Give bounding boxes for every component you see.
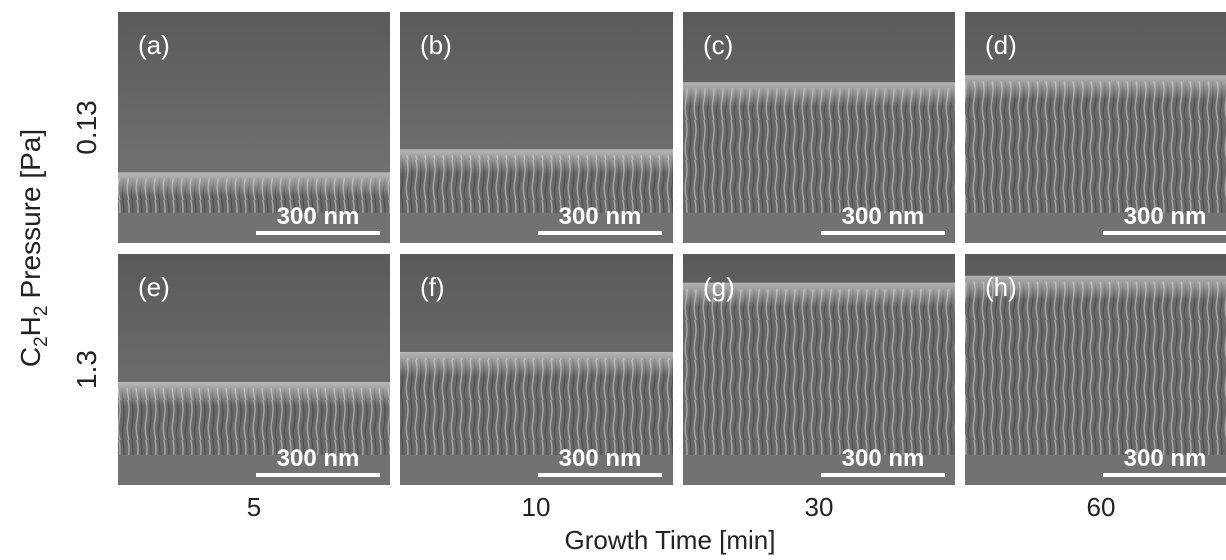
formula-h: H: [15, 316, 46, 336]
scale-bar-label: 300 nm: [842, 445, 925, 472]
scale-bar: [538, 231, 662, 235]
film-top: [118, 172, 390, 197]
scale-bar-label: 300 nm: [1124, 203, 1207, 230]
sem-panel: (b) 300 nm: [400, 12, 673, 243]
scale-bar: [538, 473, 662, 477]
sem-panel: (c) 300 nm: [683, 12, 955, 243]
substrate: [683, 212, 955, 243]
formula-sub: 2: [31, 306, 52, 317]
film: [965, 281, 1226, 455]
substrate: [683, 454, 955, 485]
scale-bar-label: 300 nm: [559, 203, 642, 230]
film: [683, 88, 955, 213]
film-top: [683, 282, 955, 307]
panel-label: (f): [420, 272, 445, 302]
scale-bar: [821, 473, 945, 477]
sem-panel: (e) 300 nm: [118, 254, 390, 485]
panel-label: (c): [703, 30, 733, 60]
scale-bar-label: 300 nm: [277, 203, 360, 230]
sem-panel: (g) 300 nm: [683, 254, 955, 485]
panel-grid: (a) 300 nm (b) 300 nm (c) 300 nm (d) 300 nm (e) 3…: [118, 12, 1226, 485]
formula-c: C: [15, 347, 46, 367]
film-top: [965, 275, 1226, 300]
substrate: [400, 454, 673, 485]
scale-bar: [1103, 231, 1226, 235]
sem-panel: (f) 300 nm: [400, 254, 673, 485]
sem-panel: (h) 300 nm: [965, 254, 1226, 485]
y-axis-label: C2H2Pressure [Pa]: [15, 129, 52, 367]
scale-bar: [821, 231, 945, 235]
substrate: [965, 454, 1226, 485]
scale-bar: [256, 231, 380, 235]
substrate: [965, 212, 1226, 243]
panel-label: (h): [985, 272, 1017, 302]
scale-bar-label: 300 nm: [842, 203, 925, 230]
column-label: 5: [247, 492, 261, 522]
panel-label: (b): [420, 30, 452, 60]
film-top: [400, 149, 673, 174]
x-axis-label: Growth Time [min]: [565, 525, 776, 555]
substrate: [118, 454, 390, 485]
film-top: [400, 351, 673, 376]
substrate: [118, 212, 390, 243]
film: [965, 81, 1226, 213]
column-label: 60: [1087, 492, 1116, 522]
substrate: [400, 212, 673, 243]
film-top: [965, 75, 1226, 100]
column-label: 10: [522, 492, 551, 522]
film: [683, 288, 955, 455]
scale-bar: [256, 473, 380, 477]
row-label: 1.3: [71, 350, 102, 389]
scale-bar-label: 300 nm: [277, 445, 360, 472]
formula-sub: 2: [31, 336, 52, 347]
scale-bar-label: 300 nm: [1124, 445, 1207, 472]
scale-bar: [1103, 473, 1226, 477]
panel-label: (g): [703, 272, 735, 302]
label-rest: Pressure [Pa]: [15, 129, 46, 299]
sem-panel: (a) 300 nm: [118, 12, 390, 243]
panel-label: (d): [985, 30, 1017, 60]
film-top: [683, 82, 955, 107]
film-top: [118, 381, 390, 406]
row-label: 0.13: [71, 100, 102, 155]
panel-label: (a): [138, 30, 170, 60]
scale-bar-label: 300 nm: [559, 445, 642, 472]
panel-label: (e): [138, 272, 170, 302]
sem-panel: (d) 300 nm: [965, 12, 1226, 243]
column-label: 30: [805, 492, 834, 522]
